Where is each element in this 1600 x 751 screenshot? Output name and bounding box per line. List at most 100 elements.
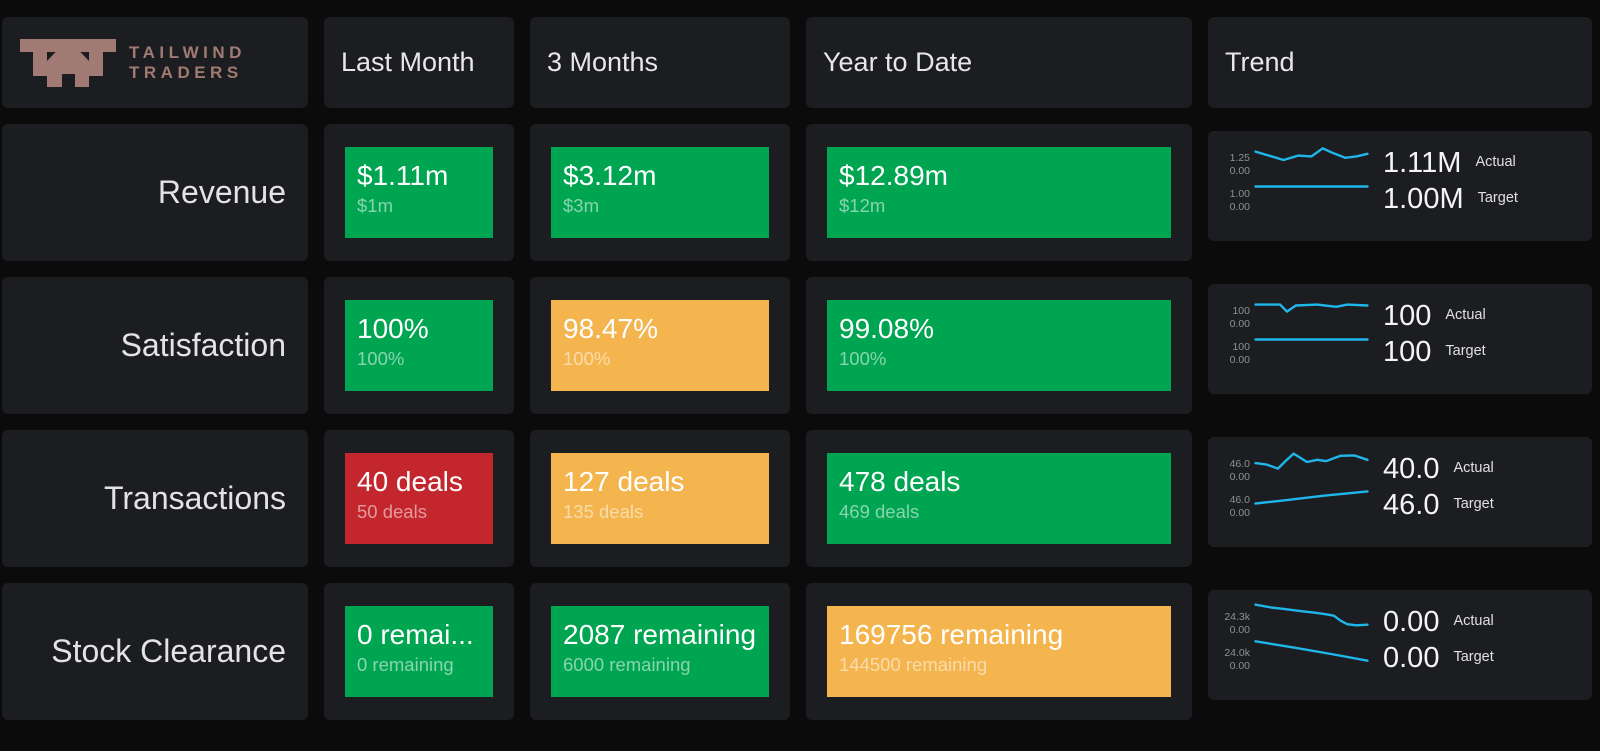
sparkline	[1254, 338, 1369, 341]
kpi-tile-stock-clearance-last-month[interactable]: 0 remai... 0 remaining	[324, 583, 514, 720]
kpi-tile-satisfaction-last-month[interactable]: 100% 100%	[324, 277, 514, 414]
kpi-goal: 144500 remaining	[839, 654, 988, 675]
sparkline	[1254, 640, 1369, 662]
kpi-goal: $3m	[563, 195, 599, 216]
kpi-value: 100%	[357, 313, 429, 344]
trend-target-row: 1.00 0.00 1.00M Target	[1220, 183, 1592, 219]
trend-value: 0.00	[1383, 605, 1440, 638]
trend-value: 1.11M	[1383, 146, 1462, 179]
axis-max: 46.0	[1229, 457, 1250, 470]
axis-min: 0.00	[1229, 165, 1250, 177]
kpi-goal: 469 deals	[839, 501, 920, 522]
kpi-tile-stock-clearance-year-to-date[interactable]: 169756 remaining 144500 remaining	[806, 583, 1192, 720]
kpi-tile-revenue-last-month[interactable]: $1.11m $1m	[324, 124, 514, 261]
brand-tile[interactable]: TAILWIND TRADERS	[2, 17, 308, 108]
trend-target-row: 46.0 0.00 46.0 Target	[1220, 489, 1592, 525]
sparkline	[1254, 490, 1369, 505]
trend-actual-row: 100 0.00 100 Actual	[1220, 300, 1592, 336]
kpi-value: 0 remai...	[357, 619, 474, 650]
row-label-transactions: Transactions	[2, 430, 308, 567]
sparkline	[1254, 147, 1369, 162]
column-header-label: 3 Months	[547, 47, 659, 77]
kpi-tile-satisfaction-year-to-date[interactable]: 99.08% 100%	[806, 277, 1192, 414]
row-label: Revenue	[157, 174, 286, 210]
trend-value: 40.0	[1383, 452, 1440, 485]
sparkline-axis: 1.25 0.00	[1220, 152, 1250, 179]
trend-tile-stock-clearance[interactable]: 24.3k 0.00 0.00 Actual 24.0k 0.00 0.00 T…	[1208, 590, 1592, 700]
sparkline-axis: 24.0k 0.00	[1220, 647, 1250, 674]
kpi-tile-revenue-3-months[interactable]: $3.12m $3m	[530, 124, 790, 261]
sparkline-axis: 24.3k 0.00	[1220, 611, 1250, 638]
trend-value: 46.0	[1383, 488, 1440, 521]
kpi-value: 478 deals	[839, 466, 961, 497]
kpi-value: $3.12m	[563, 160, 657, 191]
kpi-value: 98.47%	[563, 313, 658, 344]
kpi-goal: $12m	[839, 195, 886, 216]
kpi-value: 169756 remaining	[839, 619, 1064, 650]
trend-target-row: 24.0k 0.00 0.00 Target	[1220, 640, 1592, 678]
axis-min: 0.00	[1229, 624, 1250, 636]
row-label-stock-clearance: Stock Clearance	[2, 583, 308, 720]
kpi-box: 169756 remaining 144500 remaining	[827, 606, 1171, 697]
kpi-tile-transactions-last-month[interactable]: 40 deals 50 deals	[324, 430, 514, 567]
axis-max: 46.0	[1229, 493, 1250, 506]
kpi-tile-revenue-year-to-date[interactable]: $12.89m $12m	[806, 124, 1192, 261]
column-header-label: Year to Date	[823, 47, 973, 77]
column-header-year-to-date: Year to Date	[806, 17, 1192, 108]
kpi-tile-satisfaction-3-months[interactable]: 98.47% 100%	[530, 277, 790, 414]
sparkline	[1254, 303, 1369, 313]
axis-min: 0.00	[1229, 660, 1250, 672]
trend-value: 100	[1383, 299, 1432, 332]
kpi-goal: $1m	[357, 195, 393, 216]
tailwind-traders-logo-icon	[20, 38, 116, 87]
kpi-goal: 0 remaining	[357, 654, 454, 675]
sparkline-axis: 46.0 0.00	[1220, 458, 1250, 485]
axis-max: 100	[1232, 304, 1250, 317]
sparkline-axis: 46.0 0.00	[1220, 494, 1250, 521]
trend-series-label: Target	[1453, 496, 1494, 512]
kpi-goal: 6000 remaining	[563, 654, 691, 675]
sparkline	[1254, 452, 1369, 470]
column-header-trend: Trend	[1208, 17, 1592, 108]
trend-value: 100	[1383, 335, 1432, 368]
kpi-goal: 100%	[839, 348, 887, 369]
axis-min: 0.00	[1229, 318, 1250, 330]
trend-tile-satisfaction[interactable]: 100 0.00 100 Actual 100 0.00 100 Target	[1208, 284, 1592, 394]
row-label-revenue: Revenue	[2, 124, 308, 261]
brand-name-line1: TAILWIND	[129, 42, 246, 62]
trend-tile-transactions[interactable]: 46.0 0.00 40.0 Actual 46.0 0.00 46.0 Tar…	[1208, 437, 1592, 547]
kpi-box: 2087 remaining 6000 remaining	[551, 606, 769, 697]
kpi-value: 99.08%	[839, 313, 934, 344]
trend-tile-revenue[interactable]: 1.25 0.00 1.11M Actual 1.00 0.00 1.00M T…	[1208, 131, 1592, 241]
kpi-box: 100% 100%	[345, 300, 493, 391]
trend-series-label: Actual	[1453, 460, 1494, 476]
kpi-box: 127 deals 135 deals	[551, 453, 769, 544]
column-header-last-month: Last Month	[324, 17, 514, 108]
sparkline-axis: 100 0.00	[1220, 305, 1250, 332]
kpi-tile-stock-clearance-3-months[interactable]: 2087 remaining 6000 remaining	[530, 583, 790, 720]
row-label: Stock Clearance	[51, 633, 286, 669]
sparkline-axis: 1.00 0.00	[1220, 188, 1250, 215]
trend-series-label: Actual	[1453, 613, 1494, 629]
axis-max: 100	[1232, 340, 1250, 353]
trend-series-label: Target	[1445, 343, 1486, 359]
kpi-tile-transactions-3-months[interactable]: 127 deals 135 deals	[530, 430, 790, 567]
axis-min: 0.00	[1229, 471, 1250, 483]
trend-target-row: 100 0.00 100 Target	[1220, 336, 1592, 372]
kpi-value: $12.89m	[839, 160, 948, 191]
kpi-box: 98.47% 100%	[551, 300, 769, 391]
sparkline	[1254, 603, 1369, 627]
kpi-goal: 50 deals	[357, 501, 427, 522]
row-label: Satisfaction	[120, 327, 286, 363]
axis-max: 1.25	[1229, 151, 1250, 164]
row-label-satisfaction: Satisfaction	[2, 277, 308, 414]
column-header-label: Trend	[1225, 47, 1295, 77]
trend-actual-row: 1.25 0.00 1.11M Actual	[1220, 147, 1592, 183]
kpi-box: 0 remai... 0 remaining	[345, 606, 493, 697]
sparkline	[1254, 185, 1369, 188]
trend-series-label: Actual	[1475, 154, 1516, 170]
kpi-goal: 135 deals	[563, 501, 644, 522]
kpi-value: 127 deals	[563, 466, 685, 497]
kpi-box: $12.89m $12m	[827, 147, 1171, 238]
kpi-tile-transactions-year-to-date[interactable]: 478 deals 469 deals	[806, 430, 1192, 567]
